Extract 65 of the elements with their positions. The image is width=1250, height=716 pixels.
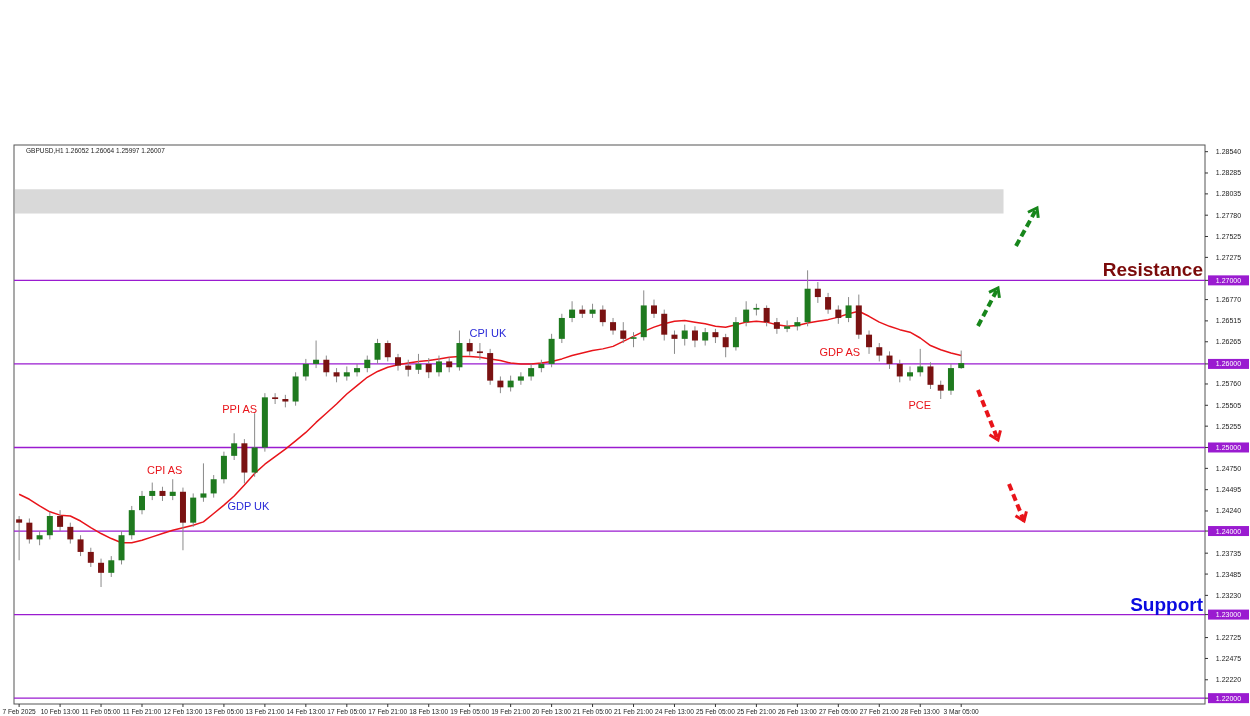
candlestick xyxy=(517,371,524,386)
annotation: PCE xyxy=(908,399,932,412)
candlestick xyxy=(425,357,432,379)
candlestick xyxy=(354,363,361,377)
ref-line-label: Resistance xyxy=(1102,259,1203,281)
candlestick xyxy=(374,338,381,365)
candlestick xyxy=(415,353,422,375)
candlestick xyxy=(661,309,668,342)
candlestick xyxy=(743,300,750,327)
candlestick xyxy=(814,281,821,304)
candlestick xyxy=(671,330,678,355)
annotation: CPI AS xyxy=(146,464,183,477)
candlestick xyxy=(599,304,606,327)
candlestick xyxy=(691,325,698,348)
candlestick xyxy=(435,355,442,377)
candlestick xyxy=(108,555,115,578)
candlestick xyxy=(784,319,791,333)
candlestick xyxy=(763,304,770,327)
candlestick xyxy=(323,355,330,377)
candlestick xyxy=(57,509,64,532)
candlestick xyxy=(569,300,576,323)
candlestick xyxy=(896,359,903,383)
candlestick xyxy=(825,292,832,315)
candlestick xyxy=(845,296,852,323)
candlestick xyxy=(866,330,873,355)
annotation: GDP UK xyxy=(227,500,271,513)
annotation: PPI AS xyxy=(222,403,258,416)
candlestick xyxy=(937,380,944,400)
candlestick xyxy=(947,363,954,396)
candlestick xyxy=(610,317,617,336)
candlestick xyxy=(67,522,74,545)
candlestick xyxy=(528,363,535,382)
candlestick xyxy=(46,511,53,540)
annotation: GDP AS xyxy=(819,345,861,358)
candlestick xyxy=(313,340,320,369)
candlestick xyxy=(210,474,217,499)
candlestick xyxy=(927,361,934,390)
candlestick xyxy=(169,478,176,501)
candlestick xyxy=(98,558,105,588)
candlestick xyxy=(773,317,780,335)
candlestick xyxy=(958,350,965,370)
candlestick xyxy=(220,451,227,484)
candlestick xyxy=(272,392,279,405)
candlestick xyxy=(722,333,729,358)
candlestick xyxy=(620,321,627,344)
candlestick xyxy=(26,518,33,545)
ref-line-label: Support xyxy=(1130,593,1204,615)
candlestick xyxy=(558,313,565,344)
annotation: CPI UK xyxy=(469,327,507,340)
candlestick xyxy=(231,432,238,461)
candlestick xyxy=(835,304,842,325)
candlestick xyxy=(876,342,883,362)
candlestick xyxy=(87,547,94,568)
candlestick xyxy=(16,515,23,561)
candlestick xyxy=(77,534,84,557)
candlestick xyxy=(917,348,924,377)
candlestick xyxy=(907,365,913,382)
candlestick xyxy=(395,353,401,372)
candlestick xyxy=(200,462,207,503)
candlestick xyxy=(681,324,688,347)
candlestick xyxy=(139,490,145,515)
candlestick xyxy=(302,358,309,382)
candlestick xyxy=(384,340,391,362)
candlestick xyxy=(476,342,483,361)
candlestick xyxy=(651,299,657,319)
